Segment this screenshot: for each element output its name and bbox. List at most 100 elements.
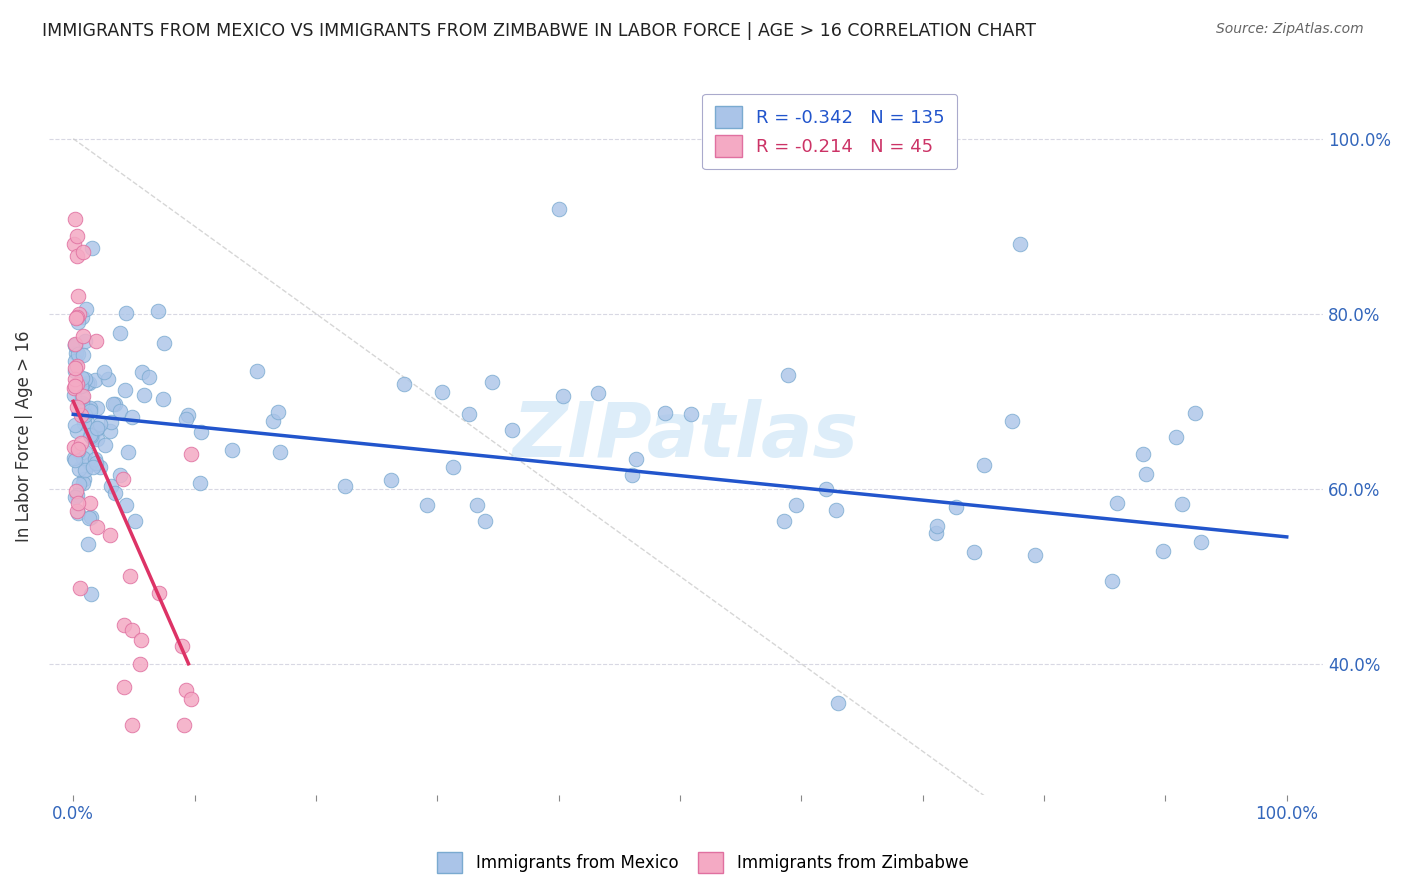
Point	[84, 452, 107, 467]
Point	[84, 456, 107, 470]
Point	[63, 337, 86, 351]
Point	[98, 527, 121, 541]
Point	[148, 303, 170, 318]
Point	[75, 408, 97, 422]
Point	[262, 415, 284, 429]
Point	[172, 639, 194, 653]
Point	[69, 581, 91, 595]
Point	[70, 436, 93, 450]
Point	[624, 452, 647, 467]
Point	[945, 500, 967, 514]
Point	[65, 484, 87, 499]
Point	[86, 401, 108, 415]
Point	[121, 624, 143, 638]
Point	[129, 633, 152, 648]
Point	[66, 424, 89, 438]
Point	[73, 398, 96, 412]
Point	[67, 477, 90, 491]
Point	[67, 307, 90, 321]
Point	[152, 392, 174, 407]
Point	[72, 451, 94, 466]
Legend: R = -0.342   N = 135, R = -0.214   N = 45: R = -0.342 N = 135, R = -0.214 N = 45	[702, 94, 957, 169]
Point	[72, 396, 94, 410]
Point	[124, 514, 146, 528]
Point	[82, 460, 104, 475]
Point	[84, 334, 107, 349]
Point	[190, 425, 212, 440]
Point	[108, 404, 131, 418]
Point	[66, 359, 89, 374]
Point	[1024, 548, 1046, 562]
Point	[76, 415, 98, 429]
Point	[72, 476, 94, 491]
Point	[778, 368, 800, 382]
Point	[65, 310, 87, 325]
Point	[138, 369, 160, 384]
Point	[104, 486, 127, 500]
Point	[654, 406, 676, 420]
Point	[83, 373, 105, 387]
Point	[129, 657, 152, 671]
Point	[785, 498, 807, 512]
Point	[65, 361, 87, 376]
Point	[467, 498, 489, 512]
Point	[66, 380, 89, 394]
Point	[188, 475, 211, 490]
Point	[474, 514, 496, 528]
Point	[73, 372, 96, 386]
Point	[86, 520, 108, 534]
Point	[63, 354, 86, 368]
Point	[77, 511, 100, 525]
Point	[117, 444, 139, 458]
Point	[114, 383, 136, 397]
Point	[86, 422, 108, 436]
Point	[458, 407, 481, 421]
Y-axis label: In Labor Force | Age > 16: In Labor Force | Age > 16	[15, 331, 32, 542]
Point	[73, 416, 96, 430]
Point	[1008, 236, 1031, 251]
Point	[134, 387, 156, 401]
Point	[79, 457, 101, 471]
Point	[112, 471, 135, 485]
Point	[70, 377, 93, 392]
Point	[1101, 574, 1123, 588]
Point	[76, 376, 98, 390]
Point	[121, 718, 143, 732]
Point	[1135, 467, 1157, 482]
Point	[72, 389, 94, 403]
Point	[67, 347, 90, 361]
Point	[65, 337, 87, 351]
Point	[131, 365, 153, 379]
Point	[66, 444, 89, 458]
Point	[815, 482, 838, 496]
Point	[63, 490, 86, 504]
Point	[621, 467, 644, 482]
Point	[221, 442, 243, 457]
Point	[80, 241, 103, 255]
Point	[79, 427, 101, 442]
Point	[335, 479, 357, 493]
Point	[1189, 534, 1212, 549]
Text: Source: ZipAtlas.com: Source: ZipAtlas.com	[1216, 22, 1364, 37]
Point	[79, 587, 101, 601]
Point	[66, 249, 89, 263]
Point	[430, 385, 453, 400]
Point	[547, 202, 569, 216]
Point	[924, 526, 946, 541]
Point	[75, 301, 97, 316]
Point	[72, 390, 94, 404]
Point	[973, 458, 995, 473]
Point	[114, 498, 136, 512]
Point	[110, 467, 132, 482]
Point	[925, 519, 948, 533]
Point	[63, 418, 86, 433]
Point	[93, 438, 115, 452]
Point	[481, 376, 503, 390]
Point	[100, 479, 122, 493]
Point	[66, 377, 89, 392]
Point	[100, 415, 122, 429]
Point	[180, 691, 202, 706]
Point	[824, 502, 846, 516]
Point	[66, 496, 89, 510]
Point	[80, 431, 103, 445]
